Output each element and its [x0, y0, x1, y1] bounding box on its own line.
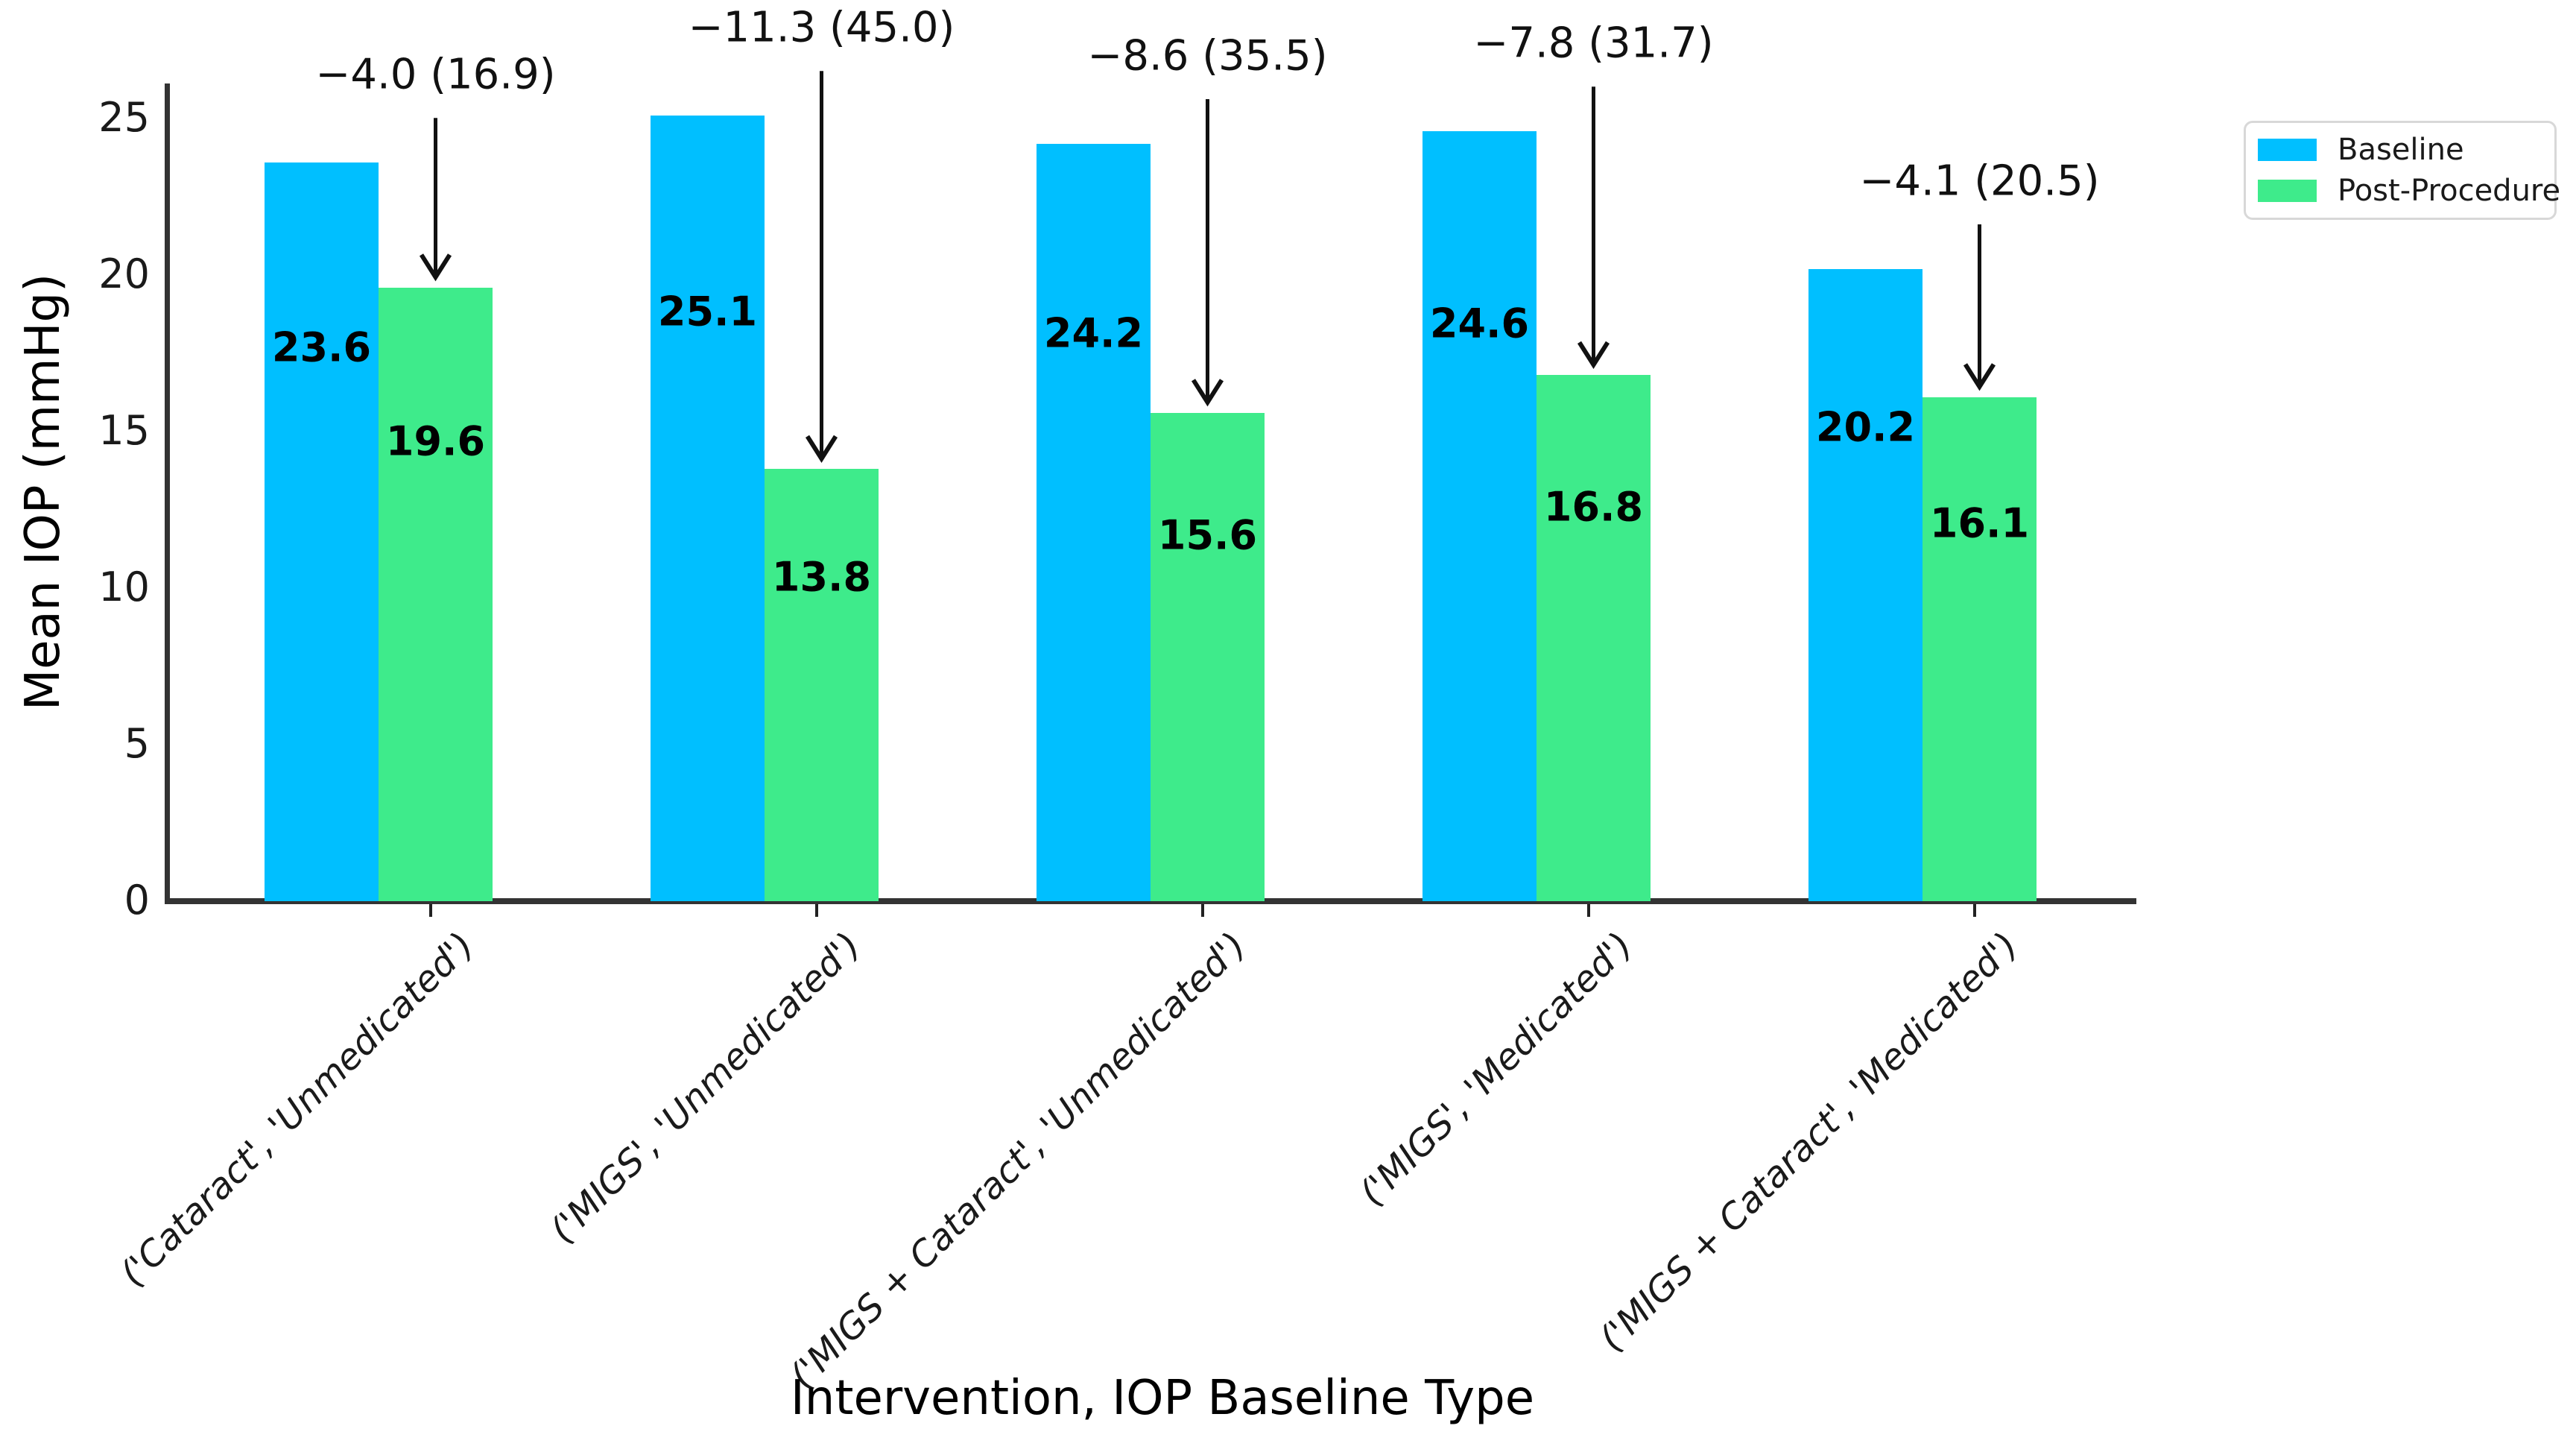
annotation-arrow-head	[1963, 363, 1996, 391]
x-axis-spine	[165, 898, 2136, 904]
post-procedure-bar	[1537, 375, 1651, 901]
post-procedure-value-label: 15.6	[1157, 511, 1258, 559]
x-tick-mark	[1201, 904, 1204, 917]
reduction-annotation: −8.6 (35.5)	[1087, 31, 1328, 81]
reduction-annotation: −4.0 (16.9)	[315, 50, 556, 99]
baseline-bar	[265, 162, 379, 901]
x-tick-label: ('MIGS', 'Medicated')	[1351, 924, 1641, 1214]
baseline-bar	[1423, 130, 1537, 901]
x-tick-label: ('MIGS', 'Unmedicated')	[542, 924, 869, 1252]
y-tick-label: 10	[98, 564, 150, 611]
reduction-annotation: −4.1 (20.5)	[1859, 157, 2100, 206]
baseline-value-label: 20.2	[1815, 403, 1916, 451]
legend-swatch	[2258, 180, 2317, 203]
baseline-bar	[651, 115, 765, 901]
x-tick-mark	[815, 904, 818, 917]
legend: Baseline Post-Procedure	[2244, 121, 2560, 220]
baseline-value-label: 25.1	[657, 288, 758, 335]
baseline-value-label: 23.6	[271, 323, 372, 371]
baseline-value-label: 24.6	[1429, 300, 1530, 347]
annotation-arrow-head	[419, 253, 452, 282]
y-tick-label: 20	[98, 250, 150, 298]
x-tick-label: ('MIGS + Cataract', 'Medicated')	[1591, 924, 2027, 1360]
post-procedure-bar	[765, 469, 879, 901]
x-tick-mark	[429, 904, 432, 917]
post-procedure-value-label: 16.1	[1929, 499, 2030, 547]
y-tick-label: 15	[98, 407, 150, 455]
legend-label: Baseline	[2338, 132, 2464, 167]
legend-label: Post-Procedure	[2338, 174, 2561, 209]
baseline-value-label: 24.2	[1043, 309, 1144, 357]
annotation-arrow-head	[1577, 341, 1610, 370]
reduction-annotation: −7.8 (31.7)	[1473, 19, 1714, 68]
post-procedure-bar	[1151, 412, 1265, 901]
post-procedure-bar	[1922, 397, 2037, 901]
post-procedure-value-label: 19.6	[385, 417, 486, 465]
post-procedure-bar	[379, 287, 493, 901]
x-tick-mark	[1973, 904, 1976, 917]
y-axis-title: Mean IOP (mmHg)	[16, 273, 71, 711]
y-tick-label: 5	[124, 720, 150, 768]
post-procedure-value-label: 13.8	[771, 553, 872, 601]
annotation-arrow-head	[1191, 379, 1224, 407]
post-procedure-value-label: 16.8	[1543, 483, 1644, 531]
reduction-annotation: −11.3 (45.0)	[688, 3, 955, 52]
legend-row: Post-Procedure	[2258, 174, 2560, 208]
y-axis-spine	[165, 83, 170, 904]
y-tick-label: 25	[98, 94, 150, 142]
x-tick-label: ('MIGS + Cataract', 'Unmedicated')	[782, 924, 1255, 1397]
y-tick-label: 0	[124, 877, 150, 924]
x-tick-label: ('Cataract', 'Unmedicated')	[112, 924, 483, 1295]
x-axis-title: Intervention, IOP Baseline Type	[790, 1371, 1535, 1426]
x-tick-mark	[1587, 904, 1590, 917]
baseline-bar	[1808, 268, 1922, 901]
baseline-bar	[1037, 143, 1151, 901]
annotation-arrow-head	[805, 435, 838, 464]
legend-row: Baseline	[2258, 133, 2542, 167]
legend-swatch	[2258, 138, 2317, 161]
